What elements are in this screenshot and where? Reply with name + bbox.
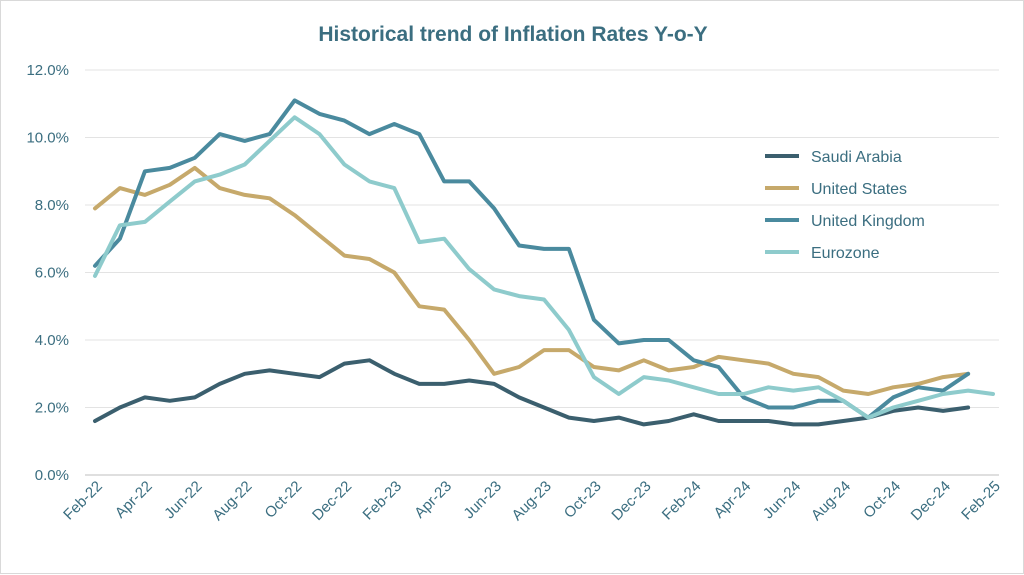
x-tick-label: Feb-22 bbox=[60, 478, 106, 524]
series-line-united-kingdom bbox=[93, 98, 971, 420]
x-tick-label: Apr-22 bbox=[112, 478, 156, 522]
legend: Saudi Arabia United States United Kingdom E… bbox=[765, 149, 925, 262]
x-tick-label: Aug-22 bbox=[209, 478, 255, 524]
y-tick-label: 6.0% bbox=[35, 265, 69, 282]
y-tick-label: 12.0% bbox=[26, 62, 69, 79]
series-lines bbox=[93, 98, 995, 427]
y-tick-label: 2.0% bbox=[35, 400, 69, 417]
x-tick-label: Jun-22 bbox=[161, 478, 205, 522]
legend-label: Saudi Arabia bbox=[811, 149, 902, 166]
series-line-eurozone bbox=[93, 115, 995, 420]
series-line-saudi-arabia bbox=[93, 358, 971, 427]
x-tick-label: Oct-24 bbox=[860, 478, 904, 522]
x-tick-label: Jun-24 bbox=[760, 478, 804, 522]
x-tick-label: Dec-22 bbox=[309, 478, 355, 524]
legend-label: Eurozone bbox=[811, 245, 880, 262]
y-axis-ticks: 0.0% 2.0% 4.0% 6.0% 8.0% 10.0% 12.0% bbox=[26, 62, 69, 484]
series-line-united-states bbox=[93, 165, 971, 396]
x-tick-label: Oct-22 bbox=[262, 478, 306, 522]
y-tick-label: 8.0% bbox=[35, 197, 69, 214]
y-tick-label: 0.0% bbox=[35, 467, 69, 484]
x-tick-label: Feb-25 bbox=[958, 478, 1004, 524]
x-tick-label: Dec-23 bbox=[608, 478, 654, 524]
x-tick-label: Feb-24 bbox=[659, 478, 705, 524]
x-tick-label: Jun-23 bbox=[460, 478, 504, 522]
chart-title: Historical trend of Inflation Rates Y-o-… bbox=[318, 23, 707, 46]
x-tick-label: Aug-23 bbox=[509, 478, 555, 524]
x-axis-ticks: Feb-22 Apr-22 Jun-22 Aug-22 Oct-22 Dec-22 Feb-… bbox=[60, 478, 1004, 524]
y-tick-label: 10.0% bbox=[26, 130, 69, 147]
x-tick-label: Apr-24 bbox=[711, 478, 755, 522]
x-tick-label: Dec-24 bbox=[908, 478, 954, 524]
x-tick-label: Apr-23 bbox=[411, 478, 455, 522]
x-tick-label: Feb-23 bbox=[360, 478, 406, 524]
legend-label: United States bbox=[811, 181, 907, 198]
legend-label: United Kingdom bbox=[811, 213, 925, 230]
x-tick-label: Aug-24 bbox=[808, 478, 854, 524]
x-tick-label: Oct-23 bbox=[561, 478, 605, 522]
y-tick-label: 4.0% bbox=[35, 332, 69, 349]
